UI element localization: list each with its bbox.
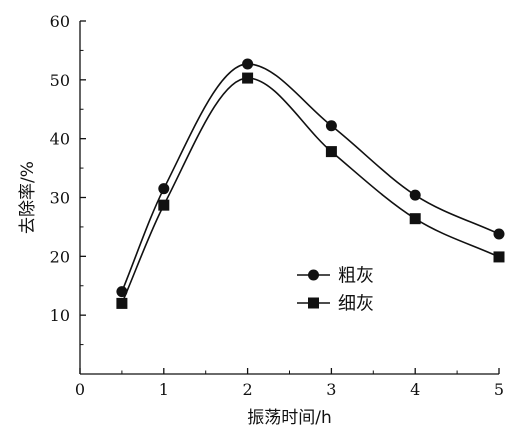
y-tick-label: 40 [50,130,70,149]
y-tick-label: 10 [50,306,70,325]
series-line-2 [121,77,500,304]
y-tick-labels: 10 20 30 40 50 60 [50,12,70,325]
square-marker [325,146,337,158]
legend-label: 细灰 [338,294,374,315]
tick-marks [79,20,500,374]
circle-marker [325,120,337,132]
x-tick-labels: 0 1 2 3 4 5 [75,380,504,399]
x-tick-label: 5 [494,380,504,399]
x-tick-label: 1 [159,380,169,399]
square-marker [242,72,254,84]
series-2 [116,72,505,309]
series-line-1 [121,63,500,292]
square-marker [116,297,128,309]
circle-marker [409,189,421,201]
x-tick-label: 2 [243,380,253,399]
x-axis-title: 振荡时间/h [247,408,332,428]
square-marker [493,251,505,263]
legend-label: 粗灰 [338,266,374,287]
y-axis-title: 去除率/% [18,161,38,234]
y-tick-label: 30 [50,189,70,208]
axes [79,21,499,375]
square-marker [158,199,170,211]
x-tick-label: 3 [326,380,336,399]
legend-circle-marker [308,269,319,281]
legend-item: 细灰 [297,294,374,315]
circle-marker [116,286,128,298]
y-tick-label: 20 [50,247,70,266]
circle-marker [493,228,505,240]
legend-item: 粗灰 [297,266,374,287]
square-marker [409,213,421,225]
x-tick-label: 4 [410,380,420,399]
y-tick-label: 50 [50,71,70,90]
series-1 [116,58,505,298]
y-tick-label: 60 [50,12,70,31]
circle-marker [242,58,254,70]
x-tick-label: 0 [75,380,85,399]
legend-square-marker [308,297,319,309]
circle-marker [158,183,170,195]
series [116,58,505,309]
